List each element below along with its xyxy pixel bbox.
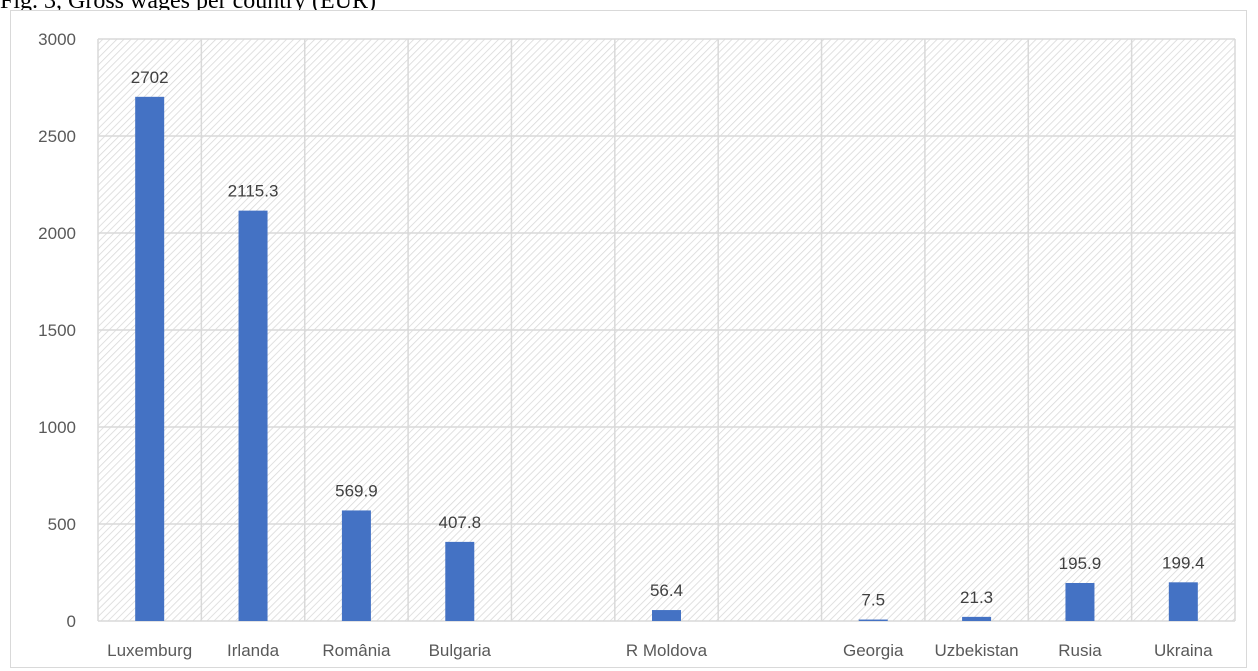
y-tick-label: 0 [67,612,76,631]
y-tick-label: 2500 [38,127,76,146]
data-label: 56.4 [650,581,683,600]
x-tick-label: Ukraina [1154,641,1213,660]
bar [135,96,165,621]
y-tick-label: 1000 [38,418,76,437]
x-tick-label: Irlanda [227,641,280,660]
data-label: 199.4 [1162,553,1205,572]
bars [135,96,1198,621]
bar [1065,582,1095,621]
x-tick-label: România [322,641,391,660]
data-label: 407.8 [438,513,481,532]
bar [1168,582,1198,621]
y-tick-label: 3000 [38,30,76,49]
bar [962,616,992,621]
data-labels: 2702 2115.3 569.9 407.8 56.4 7.5 21.3 195.9 199.… [131,68,1205,610]
x-axis-ticks: Luxemburg Irlanda România Bulgaria R Moldova… [107,641,1213,660]
x-tick-label: Uzbekistan [935,641,1019,660]
y-tick-label: 2000 [38,224,76,243]
bar [341,510,371,621]
data-label: 21.3 [960,588,993,607]
bar [652,610,681,621]
data-label: 195.9 [1059,554,1102,573]
x-tick-label: R Moldova [626,641,708,660]
data-label: 7.5 [861,591,885,610]
y-tick-label: 500 [48,515,76,534]
x-tick-label: Georgia [843,641,904,660]
x-tick-label: Bulgaria [429,641,492,660]
x-tick-label: Rusia [1058,641,1102,660]
data-label: 2702 [131,68,169,87]
bar [238,210,268,621]
gridlines [97,38,1236,622]
data-label: 569.9 [335,481,378,500]
bar [445,541,475,621]
y-tick-label: 1500 [38,321,76,340]
bar [858,619,888,621]
x-tick-label: Luxemburg [107,641,192,660]
y-axis-ticks: 0 500 1000 1500 2000 2500 3000 [38,30,76,631]
data-label: 2115.3 [228,182,279,201]
